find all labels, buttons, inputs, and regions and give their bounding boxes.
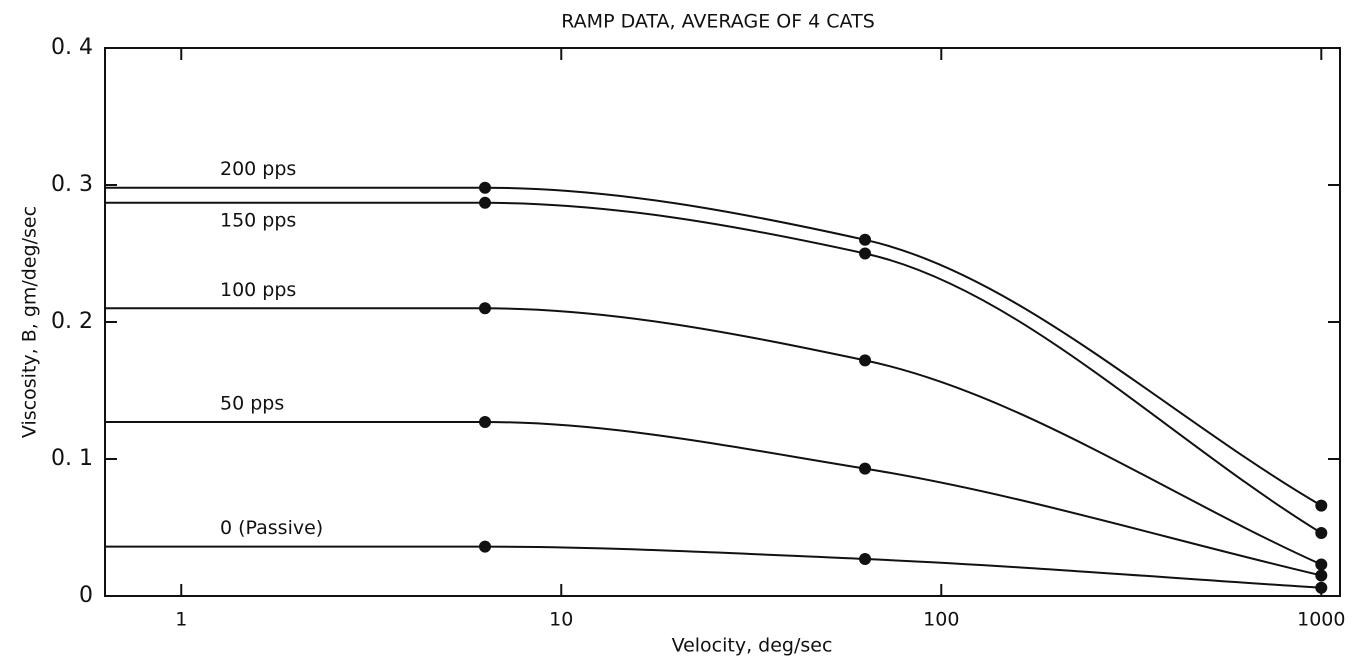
data-point	[479, 540, 492, 553]
y-tick-label: 0. 2	[51, 309, 93, 334]
series-line	[105, 186, 1322, 507]
data-point	[1315, 558, 1328, 571]
data-point	[479, 181, 492, 194]
data-point	[859, 354, 872, 367]
series-line	[105, 545, 1322, 589]
data-point	[1315, 526, 1328, 539]
series-label: 100 pps	[220, 279, 296, 301]
data-point	[479, 196, 492, 209]
x-tick-label: 1000	[1297, 609, 1345, 631]
x-axis-label: Velocity, deg/sec	[672, 635, 833, 657]
data-point	[1315, 499, 1328, 512]
y-tick-label: 0. 4	[51, 35, 93, 60]
series-label: 150 pps	[220, 209, 296, 231]
data-point	[859, 462, 872, 475]
series-label: 0 (Passive)	[220, 517, 323, 539]
x-tick-label: 1	[175, 609, 187, 631]
plot-frame	[104, 47, 1341, 597]
series-line	[105, 201, 1322, 534]
data-point	[859, 553, 872, 566]
series-label: 200 pps	[220, 158, 296, 180]
series-line	[105, 421, 1322, 577]
y-tick-label: 0. 1	[51, 446, 93, 471]
chart-title: RAMP DATA, AVERAGE OF 4 CATS	[561, 11, 875, 33]
series-line	[105, 307, 1322, 566]
data-point	[479, 302, 492, 315]
y-tick-label: 0. 3	[51, 172, 93, 197]
data-point	[859, 247, 872, 260]
data-point	[1315, 569, 1328, 582]
data-point	[1315, 581, 1328, 594]
x-tick-label: 10	[549, 609, 573, 631]
y-tick-label: 0	[79, 583, 93, 608]
series-label: 50 pps	[220, 393, 284, 415]
data-point	[479, 416, 492, 429]
x-tick-label: 100	[923, 609, 959, 631]
y-axis-label: Viscosity, B, gm/deg/sec	[19, 206, 41, 438]
data-point	[859, 233, 872, 246]
